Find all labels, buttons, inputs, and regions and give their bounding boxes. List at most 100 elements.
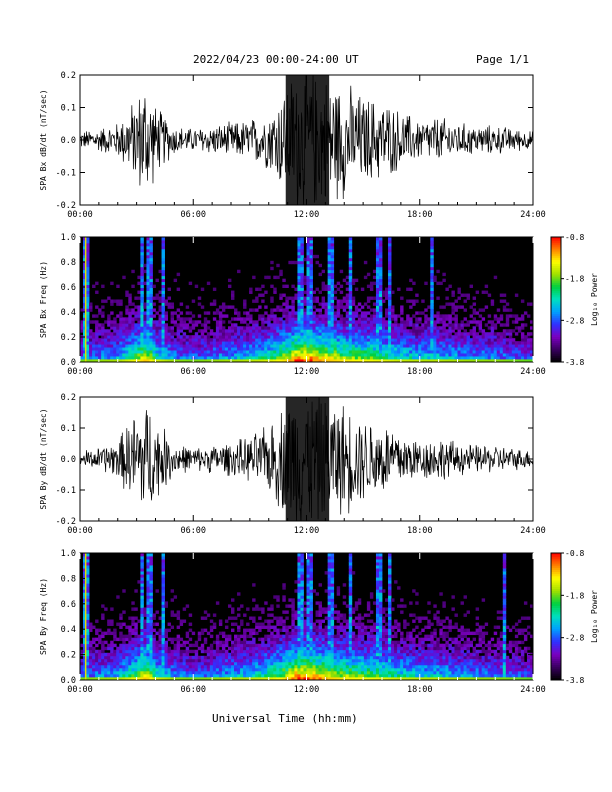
- spectrogram-cell: [378, 335, 383, 339]
- spectrogram-cell: [231, 323, 235, 327]
- spectrogram-cell: [327, 281, 332, 286]
- spectrogram-cell: [478, 356, 483, 360]
- spectrogram-cell: [249, 628, 253, 633]
- spectrogram-cell: [122, 661, 126, 666]
- colorbar-step: [551, 307, 561, 311]
- spectrogram-cell: [303, 323, 307, 327]
- spectrogram-cell: [378, 293, 383, 297]
- spectrogram-cell: [502, 323, 507, 327]
- spectrogram-cell: [463, 332, 467, 336]
- spectrogram-cell: [300, 254, 304, 259]
- spectrogram-cell: [264, 634, 268, 639]
- spectrogram-cell: [161, 350, 165, 354]
- spectrogram-cell: [445, 302, 449, 306]
- spectrogram-cell: [149, 269, 153, 274]
- spectrogram-cell: [427, 344, 431, 348]
- spectrogram-cell: [336, 311, 341, 315]
- spectrogram-cell: [315, 673, 319, 678]
- spectrogram-cell: [469, 284, 473, 288]
- spectrogram-cell: [282, 646, 286, 651]
- spectrogram-cell: [83, 571, 87, 575]
- spectrogram-cell: [321, 296, 326, 300]
- spectrogram-cell: [146, 344, 150, 348]
- spectrogram-cell: [249, 649, 253, 654]
- spectrogram-cell: [200, 329, 205, 333]
- spectrogram-cell: [273, 329, 277, 333]
- spectrogram-cell: [246, 332, 250, 336]
- spectrogram-cell: [125, 667, 129, 672]
- spectrogram-cell: [300, 562, 304, 566]
- spectrogram-cell: [309, 272, 313, 277]
- spectrogram-cell: [276, 335, 280, 339]
- spectrogram-cell: [318, 314, 322, 318]
- spectrogram-cell: [382, 350, 386, 354]
- spectrogram-cell: [300, 314, 304, 318]
- spectrogram-cell: [221, 649, 226, 654]
- spectrogram-cell: [309, 237, 313, 241]
- spectrogram-cell: [351, 317, 356, 321]
- spectrogram-cell: [514, 344, 519, 348]
- spectrogram-cell: [318, 652, 322, 657]
- spectrogram-cell: [113, 356, 117, 360]
- spectrogram-cell: [104, 646, 108, 651]
- spectrogram-cell: [436, 281, 440, 286]
- spectrogram-cell: [167, 341, 171, 345]
- spectrogram-cell: [209, 332, 214, 336]
- spectrogram-cell: [161, 601, 165, 605]
- spectrogram-cell: [306, 607, 310, 611]
- spectrogram-cell: [83, 634, 87, 639]
- spectrogram-cell: [161, 664, 165, 669]
- spectrogram-cell: [176, 655, 181, 660]
- spectrogram-cell: [86, 613, 90, 617]
- spectrogram-cell: [104, 670, 108, 675]
- spectrogram-cell: [342, 335, 347, 339]
- spectrogram-cell: [264, 290, 268, 294]
- spectrogram-cell: [372, 344, 377, 348]
- spectrogram-cell: [128, 664, 132, 669]
- spectrogram-cell: [315, 652, 319, 657]
- spectrogram-cell: [83, 574, 87, 578]
- spectrogram-cell: [324, 631, 329, 636]
- spectrogram-cell: [297, 356, 301, 360]
- spectrogram-cell: [330, 661, 335, 666]
- spectrogram-cell: [324, 353, 329, 357]
- spectrogram-cell: [339, 305, 344, 309]
- spectrogram-cell: [354, 341, 359, 345]
- spectrogram-cell: [375, 359, 380, 363]
- spectrogram-cell: [149, 344, 153, 348]
- spectrogram-cell: [303, 257, 307, 262]
- spectrogram-cell: [206, 281, 211, 286]
- spectrogram-cell: [348, 254, 353, 259]
- spectrogram-cell: [86, 248, 90, 253]
- spectrogram-cell: [188, 643, 193, 648]
- spectrogram-cell: [249, 356, 253, 360]
- spectrogram-cell: [529, 341, 534, 345]
- spectrogram-cell: [309, 625, 313, 629]
- spectrogram-cell: [200, 356, 205, 360]
- spectrogram-cell: [122, 667, 126, 672]
- spectrogram-cell: [529, 344, 534, 348]
- spectrogram-cell: [86, 676, 90, 681]
- spectrogram-cell: [161, 314, 165, 318]
- spectrogram-cell: [279, 347, 283, 351]
- spectrogram-cell: [297, 323, 301, 327]
- spectrogram-cell: [255, 643, 259, 648]
- spectrogram-cell: [89, 652, 93, 657]
- spectrogram-cell: [179, 353, 184, 357]
- spectrogram-cell: [333, 305, 338, 309]
- spectrogram-cell: [224, 314, 229, 318]
- colorbar-step: [551, 247, 561, 250]
- spectrogram-cell: [345, 326, 350, 330]
- spectrogram-cell: [176, 308, 181, 312]
- spectrogram-cell: [107, 332, 111, 336]
- spectrogram-cell: [224, 673, 229, 678]
- spectrogram-cell: [309, 266, 313, 271]
- spectrogram-cell: [273, 655, 277, 660]
- spectrogram-cell: [345, 302, 350, 306]
- spectrogram-cell: [282, 622, 286, 626]
- spectrogram-cell: [264, 658, 268, 663]
- spectrogram-cell: [237, 314, 241, 318]
- spectrogram-cell: [83, 245, 87, 250]
- spectrogram-cell: [321, 356, 326, 360]
- spectrogram-cell: [297, 631, 301, 636]
